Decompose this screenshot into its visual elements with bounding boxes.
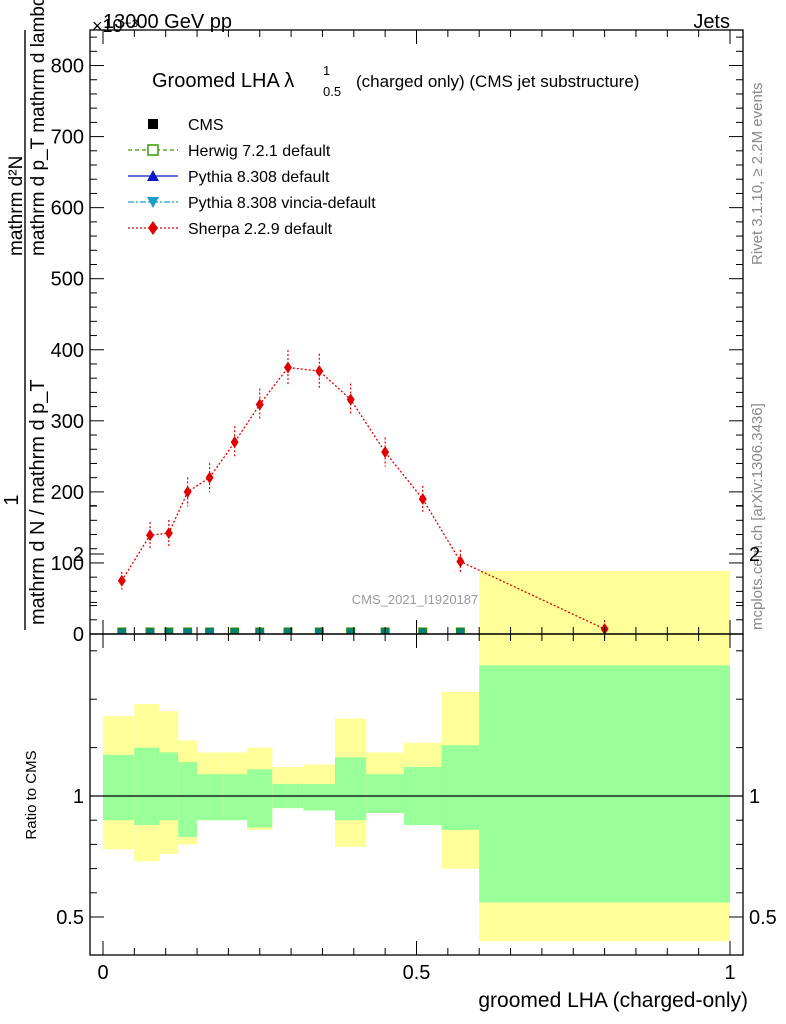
ratio-inner-band <box>134 747 160 826</box>
x-tick-label: 0 <box>97 962 108 984</box>
ratio-inner-band <box>197 774 223 821</box>
ratio-y-tick-label: 1 <box>73 786 84 808</box>
legend-marker <box>147 144 159 156</box>
ratio-y-tick-label-right: 2 <box>749 544 760 566</box>
baseline-marker <box>230 627 240 635</box>
ratio-inner-band <box>222 774 248 821</box>
ratio-inner-band <box>334 757 367 821</box>
legend-label: Sherpa 2.2.9 default <box>188 221 333 238</box>
sherpa-point <box>146 529 155 542</box>
main-y-tick-label: 700 <box>51 127 84 149</box>
analysis-label: CMS_2021_I1920187 <box>352 592 479 607</box>
sherpa-point <box>164 527 173 540</box>
mcplots-label: mcplots.cern.ch [arXiv:1306.3436] <box>749 403 766 630</box>
main-y-tick-label: 200 <box>51 482 84 504</box>
ratio-inner-band <box>479 665 730 903</box>
sherpa-line <box>121 366 605 630</box>
sherpa-point <box>456 555 465 568</box>
y-label-num: 1 <box>1 494 23 505</box>
legend-marker <box>148 119 158 129</box>
energy-label: 13000 GeV pp <box>103 11 232 33</box>
sherpa-point <box>381 446 390 459</box>
baseline-marker <box>145 627 155 635</box>
baseline-marker <box>455 627 465 635</box>
sherpa-point <box>117 574 126 587</box>
legend-marker <box>147 197 159 208</box>
y-label-den: mathrm d N / mathrm d p_T <box>27 379 49 625</box>
title-sup: 1 <box>323 63 330 78</box>
y-label-num2: mathrm d²N <box>6 156 27 256</box>
ratio-y-tick-label-right: 0.5 <box>749 907 777 929</box>
title-suffix: (charged only) (CMS jet substructure) <box>356 72 639 91</box>
process-label: Jets <box>693 11 730 33</box>
exponent-label: ×10⁻³ <box>92 16 138 36</box>
x-tick-label: 1 <box>724 962 735 984</box>
sherpa-point <box>255 398 264 411</box>
ratio-inner-band <box>159 752 179 821</box>
ratio-inner-band <box>178 762 198 838</box>
main-y-tick-label: 100 <box>51 553 84 575</box>
title-main: Groomed LHA λ <box>152 70 294 92</box>
axes: 0 100 200 300 400 500 600 700 800 0.5 0.5 1 1 2 2 0 0.5 1 <box>51 29 777 984</box>
legend-marker <box>147 170 159 181</box>
ratio-y-label: Ratio to CMS <box>23 750 40 839</box>
main-y-tick-label: 500 <box>51 269 84 291</box>
legend-label: CMS <box>188 117 224 134</box>
baseline-marker <box>205 627 215 635</box>
ratio-bands <box>90 570 743 942</box>
baseline-marker <box>183 627 193 635</box>
x-tick-label: 0.5 <box>403 962 431 984</box>
ratio-inner-band <box>247 769 273 828</box>
main-y-tick-label: 0 <box>73 624 84 646</box>
y-label-den2: mathrm d p_T mathrm d lambda <box>28 0 49 256</box>
ratio-y-tick-label: 2 <box>73 544 84 566</box>
ratio-inner-band <box>366 774 404 813</box>
sherpa-point <box>418 492 427 505</box>
baseline-marker <box>117 627 127 635</box>
main-y-tick-label: 600 <box>51 198 84 220</box>
sherpa-series <box>117 350 609 638</box>
rivet-label: Rivet 3.1.10, ≥ 2.2M events <box>749 83 766 266</box>
sherpa-point <box>205 471 214 484</box>
main-y-tick-label: 400 <box>51 340 84 362</box>
plot-title: Groomed LHA λ 1 0.5 (charged only) (CMS … <box>152 63 639 99</box>
ratio-inner-band <box>441 745 480 830</box>
main-y-tick-label: 800 <box>51 56 84 78</box>
legend-label: Pythia 8.308 vincia-default <box>188 195 376 212</box>
ratio-inner-band <box>303 783 335 811</box>
baseline-marker <box>418 627 428 635</box>
x-axis-label: groomed LHA (charged-only) <box>478 989 748 1012</box>
legend-marker <box>148 221 158 235</box>
title-sub: 0.5 <box>323 84 341 99</box>
main-y-tick-label: 300 <box>51 411 84 433</box>
sherpa-point <box>346 393 355 406</box>
legend: CMS Herwig 7.2.1 default Pythia 8.308 defa… <box>128 117 376 238</box>
sherpa-point <box>283 361 292 374</box>
sherpa-point <box>183 485 192 498</box>
legend-label: Pythia 8.308 default <box>188 169 330 186</box>
ratio-inner-band <box>103 754 135 821</box>
ratio-y-tick-label-right: 1 <box>749 786 760 808</box>
legend-label: Herwig 7.2.1 default <box>188 143 331 160</box>
sherpa-point <box>230 436 239 449</box>
main-y-label: 1 mathrm d N / mathrm d p_T mathrm d²N m… <box>1 0 49 630</box>
ratio-y-tick-label: 0.5 <box>56 907 84 929</box>
sherpa-point <box>315 365 324 378</box>
